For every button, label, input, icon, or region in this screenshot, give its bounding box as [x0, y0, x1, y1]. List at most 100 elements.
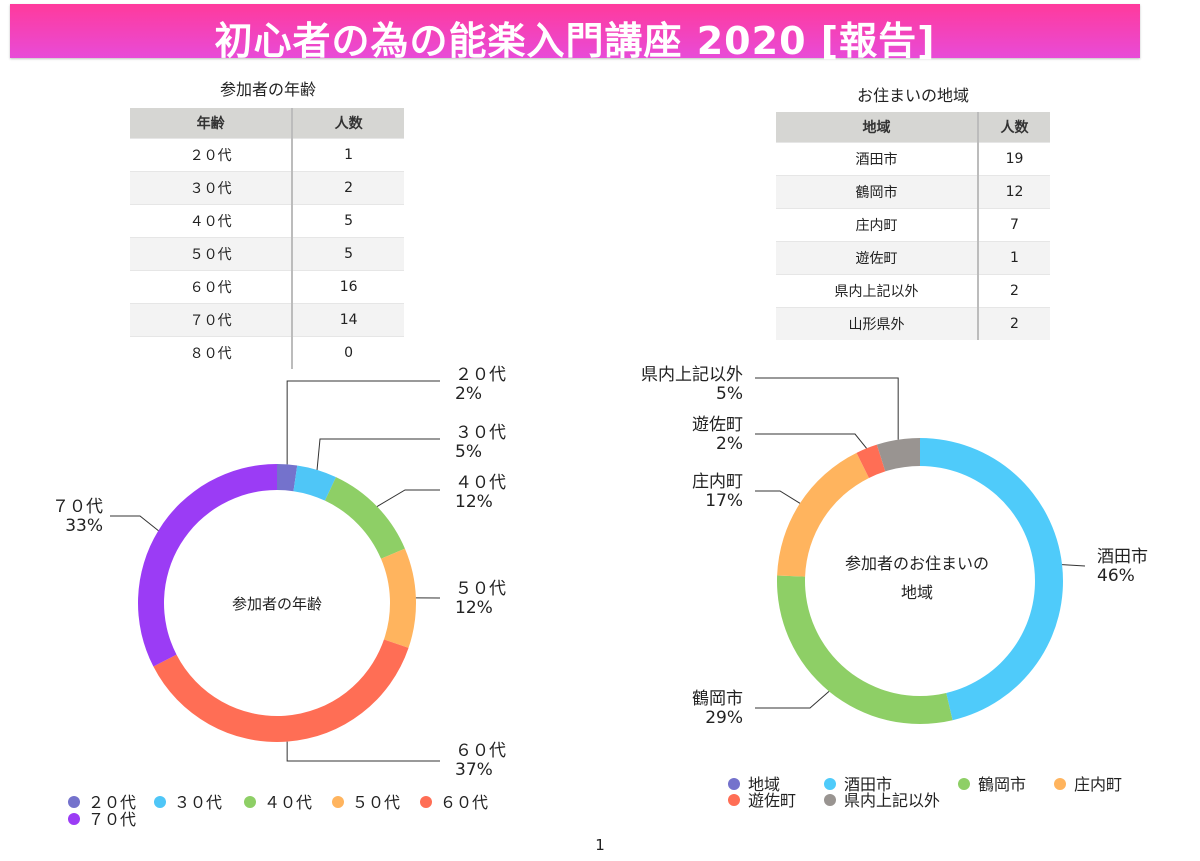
age-callout-40-label: ４０代 [455, 473, 506, 493]
region-legend-marker [728, 778, 740, 790]
age-callout-30-label: ３０代 [455, 423, 506, 443]
region-count-cell: 7 [978, 208, 1050, 242]
age-label-cell: ５０代 [130, 237, 294, 271]
age-legend-marker [68, 796, 80, 808]
age-label-cell: ４０代 [130, 204, 294, 238]
age-callout-70-percent-label: 33% [65, 516, 103, 536]
age-callout-40-percent-label: 12% [455, 492, 493, 512]
age-label-cell: ２０代 [130, 138, 294, 172]
age-row: ３０代 2 [130, 171, 404, 205]
region-count-cell: 2 [978, 307, 1050, 340]
age-callout-60-leader-line [286, 741, 440, 762]
region-legend-marker [824, 778, 836, 790]
age-row: ４０代 5 [130, 204, 404, 238]
age-legend-label: ７０代 [88, 810, 136, 829]
region-count-cell: 12 [978, 175, 1050, 209]
age-count-cell: 0 [292, 336, 404, 369]
region-row: 鶴岡市 12 [776, 175, 1050, 209]
age-count-cell: 14 [292, 303, 404, 337]
region-table: 地域 人数 酒田市 19 鶴岡市 12 庄内町 7 遊佐町 1 県内上記以外 2 山形県外 2 [776, 112, 1050, 340]
age-header-count: 人数 [292, 108, 404, 139]
region-callout-yuza-percent-label: 2% [716, 434, 743, 454]
age-legend-marker [154, 796, 166, 808]
age-legend-label: ３０代 [174, 793, 222, 812]
region-callout-tsuruoka-label: 鶴岡市 [692, 689, 743, 709]
age-header-age: 年齢 [130, 108, 294, 139]
page-title: 初心者の為の能楽入門講座 2020 [報告] [214, 19, 936, 63]
region-callout-other-leader-line [755, 377, 899, 440]
age-legend-marker [420, 796, 432, 808]
age-table: 年齢 人数 ２０代 1 ３０代 2 ４０代 5 ５０代 5 ６０代 16 ７０代 14 ８０代 0 [130, 108, 404, 369]
age-label-cell: ７０代 [130, 303, 294, 337]
age-count-cell: 2 [292, 171, 404, 205]
region-label-cell: 遊佐町 [776, 241, 980, 275]
age-row: ７０代 14 [130, 303, 404, 337]
region-label-cell: 県内上記以外 [776, 274, 980, 308]
region-legend-label: 庄内町 [1074, 775, 1122, 794]
region-count-cell: 2 [978, 274, 1050, 308]
age-count-cell: 1 [292, 138, 404, 172]
region-callout-yuza-label: 遊佐町 [692, 415, 743, 435]
slice-遊佐町 [856, 444, 886, 478]
region-count-cell: 1 [978, 241, 1050, 275]
age-row: ６０代 16 [130, 270, 404, 304]
region-legend-label: 地域 [748, 775, 780, 794]
age-callout-40-leader-line [376, 489, 440, 507]
age-callout-60-percent-label: 37% [455, 760, 493, 780]
slice-県内上記以外 [876, 438, 920, 472]
region-donut-chart: 酒田市46%鶴岡市29%庄内町17%遊佐町2%県内上記以外5%参加者のお住まいの… [641, 365, 1148, 810]
region-callout-sakata-leader-line [1062, 564, 1086, 567]
region-legend-label: 遊佐町 [748, 791, 796, 810]
region-legend-marker [1054, 778, 1066, 790]
region-row: 遊佐町 1 [776, 241, 1050, 275]
region-callout-yuza-leader-line [755, 433, 867, 449]
region-legend-marker [728, 794, 740, 806]
age-legend-label: ２０代 [88, 793, 136, 812]
region-callout-sakata-label: 酒田市 [1097, 547, 1148, 567]
region-callout-tsuruoka-leader-line [755, 690, 830, 709]
age-label-cell: ６０代 [130, 270, 294, 304]
age-legend-marker [332, 796, 344, 808]
age-legend-label: ６０代 [440, 793, 488, 812]
region-table-title: お住まいの地域 [856, 86, 969, 105]
region-callout-other-label: 県内上記以外 [641, 365, 743, 385]
age-legend-label: ５０代 [352, 793, 400, 812]
age-count-cell: 5 [292, 204, 404, 238]
region-legend-label: 鶴岡市 [978, 775, 1026, 794]
age-callout-20-leader-line [286, 380, 440, 465]
region-count-cell: 19 [978, 142, 1050, 176]
region-label-cell: 鶴岡市 [776, 175, 980, 209]
region-header-count: 人数 [978, 112, 1050, 143]
slice-５０代 [380, 548, 416, 648]
slice-６０代 [153, 639, 409, 742]
age-callout-20-label: ２０代 [455, 365, 506, 385]
region-row: 山形県外 2 [776, 307, 1050, 340]
region-row: 庄内町 7 [776, 208, 1050, 242]
age-row: ５０代 5 [130, 237, 404, 271]
region-callout-shonai-label: 庄内町 [692, 472, 743, 492]
age-legend-marker [244, 796, 256, 808]
slice-４０代 [324, 477, 405, 559]
region-row: 県内上記以外 2 [776, 274, 1050, 308]
region-header-region: 地域 [776, 112, 980, 143]
region-label-cell: 庄内町 [776, 208, 980, 242]
age-count-cell: 5 [292, 237, 404, 271]
region-callout-other-percent-label: 5% [716, 384, 743, 404]
age-donut-chart: ２０代2%３０代5%４０代12%５０代12%６０代37%７０代33%参加者の年齢… [52, 365, 506, 829]
region-callout-tsuruoka-percent-label: 29% [705, 708, 743, 728]
age-row: ８０代 0 [130, 336, 404, 369]
age-label-cell: ３０代 [130, 171, 294, 205]
region-legend-marker [958, 778, 970, 790]
region-center-label: 参加者のお住まいの [845, 554, 989, 573]
age-table-title: 参加者の年齢 [219, 80, 316, 99]
slice-２０代 [277, 464, 298, 492]
region-center-label: 地域 [901, 583, 933, 602]
age-callout-30-leader-line [316, 438, 440, 470]
region-legend-label: 県内上記以外 [844, 791, 940, 810]
slice-庄内町 [777, 452, 869, 577]
region-legend-marker [824, 794, 836, 806]
age-legend-marker [68, 813, 80, 825]
age-callout-60-label: ６０代 [455, 741, 506, 761]
slice-酒田市 [920, 438, 1063, 721]
region-label-cell: 山形県外 [776, 307, 980, 340]
